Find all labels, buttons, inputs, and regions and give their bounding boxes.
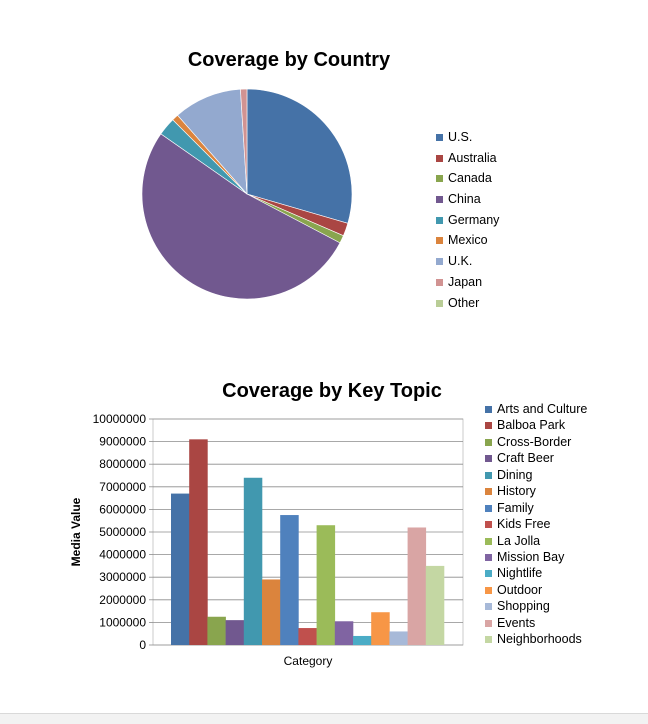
legend-label: Nightlife <box>497 566 543 581</box>
legend-swatch <box>436 134 443 141</box>
legend-swatch <box>485 406 492 413</box>
legend-swatch <box>485 553 492 561</box>
y-tick-label: 9000000 <box>99 435 146 449</box>
legend-swatch <box>436 299 443 307</box>
y-tick-label: 5000000 <box>99 525 146 539</box>
legend-swatch <box>436 258 443 266</box>
legend-swatch <box>485 570 492 578</box>
bar-nightlife <box>353 635 372 645</box>
bar-events <box>407 527 427 645</box>
legend-label: Canada <box>448 171 492 186</box>
bar-outdoor <box>371 612 390 645</box>
bar-mission-bay <box>334 621 354 645</box>
legend-label: Family <box>497 500 534 515</box>
y-tick-label: 8000000 <box>99 457 146 471</box>
legend-swatch <box>485 636 492 644</box>
legend-swatch <box>485 488 492 496</box>
legend-swatch <box>485 455 492 463</box>
legend-swatch <box>436 278 443 286</box>
legend-label: Arts and Culture <box>497 402 588 416</box>
legend-label: Dining <box>497 467 533 482</box>
legend-label: U.S. <box>448 130 473 144</box>
bar-family <box>280 515 299 645</box>
legend-label: Craft Beer <box>497 451 554 466</box>
legend-label: History <box>497 484 536 499</box>
legend-swatch <box>485 619 492 627</box>
legend-swatch <box>485 586 492 594</box>
legend-swatch <box>485 537 492 545</box>
y-tick-label: 7000000 <box>99 480 146 494</box>
legend-swatch <box>485 603 492 611</box>
pie-slice-u-k <box>177 88 248 195</box>
legend-swatch <box>485 422 492 430</box>
bar-craft-beer <box>225 620 245 645</box>
bar-la-jolla <box>316 525 336 645</box>
bar-neighborhoods <box>425 565 445 645</box>
legend-label: La Jolla <box>497 533 541 548</box>
legend-swatch <box>436 216 443 224</box>
legend-label: Outdoor <box>497 582 543 597</box>
y-tick-label: 0 <box>139 638 146 652</box>
bar-history <box>262 579 281 645</box>
legend-swatch <box>485 438 492 446</box>
pie-slice-u-s <box>246 88 353 224</box>
pie-slice-japan <box>240 88 248 195</box>
legend-swatch <box>485 521 492 529</box>
legend-label: Other <box>448 295 480 310</box>
legend-label: Neighborhoods <box>497 632 582 647</box>
legend-label: Mexico <box>448 233 488 248</box>
legend-label: Cross-Border <box>497 434 572 449</box>
legend-swatch <box>436 237 443 245</box>
legend-label: Events <box>497 615 536 630</box>
bar-arts-and-culture <box>171 493 190 645</box>
y-tick-label: 3000000 <box>99 570 146 584</box>
legend-label: Germany <box>448 212 500 227</box>
pie-slice-china <box>141 133 341 300</box>
legend-label: U.K. <box>448 254 473 269</box>
x-axis-label: Category <box>284 654 333 668</box>
y-tick-label: 6000000 <box>99 502 146 516</box>
legend-label: Shopping <box>497 599 550 614</box>
bar-cross-border <box>207 616 226 645</box>
legend-label: Japan <box>448 274 483 289</box>
pie-chart-title: Coverage by Country <box>187 49 391 71</box>
legend-label: Balboa Park <box>497 418 566 433</box>
legend-swatch <box>436 175 443 183</box>
legend-label: Kids Free <box>497 517 551 532</box>
window-bottom-strip <box>0 713 648 724</box>
y-tick-label: 2000000 <box>99 593 146 607</box>
y-axis-label: Media Value <box>69 497 83 566</box>
legend-swatch <box>485 504 492 512</box>
bar-chart-title: Coverage by Key Topic <box>222 380 442 402</box>
legend-swatch <box>436 196 443 204</box>
y-tick-label: 1000000 <box>99 615 146 629</box>
y-tick-label: 10000000 <box>93 412 147 426</box>
bar-balboa-park <box>189 439 208 645</box>
legend-swatch <box>485 471 492 479</box>
legend-label: China <box>448 192 481 207</box>
bar-kids-free <box>298 628 317 645</box>
legend-label: Australia <box>448 150 497 165</box>
legend-swatch <box>436 154 443 162</box>
legend-label: Mission Bay <box>497 549 565 564</box>
y-tick-label: 4000000 <box>99 548 146 562</box>
bar-dining <box>243 477 263 645</box>
bar-shopping <box>389 631 408 645</box>
